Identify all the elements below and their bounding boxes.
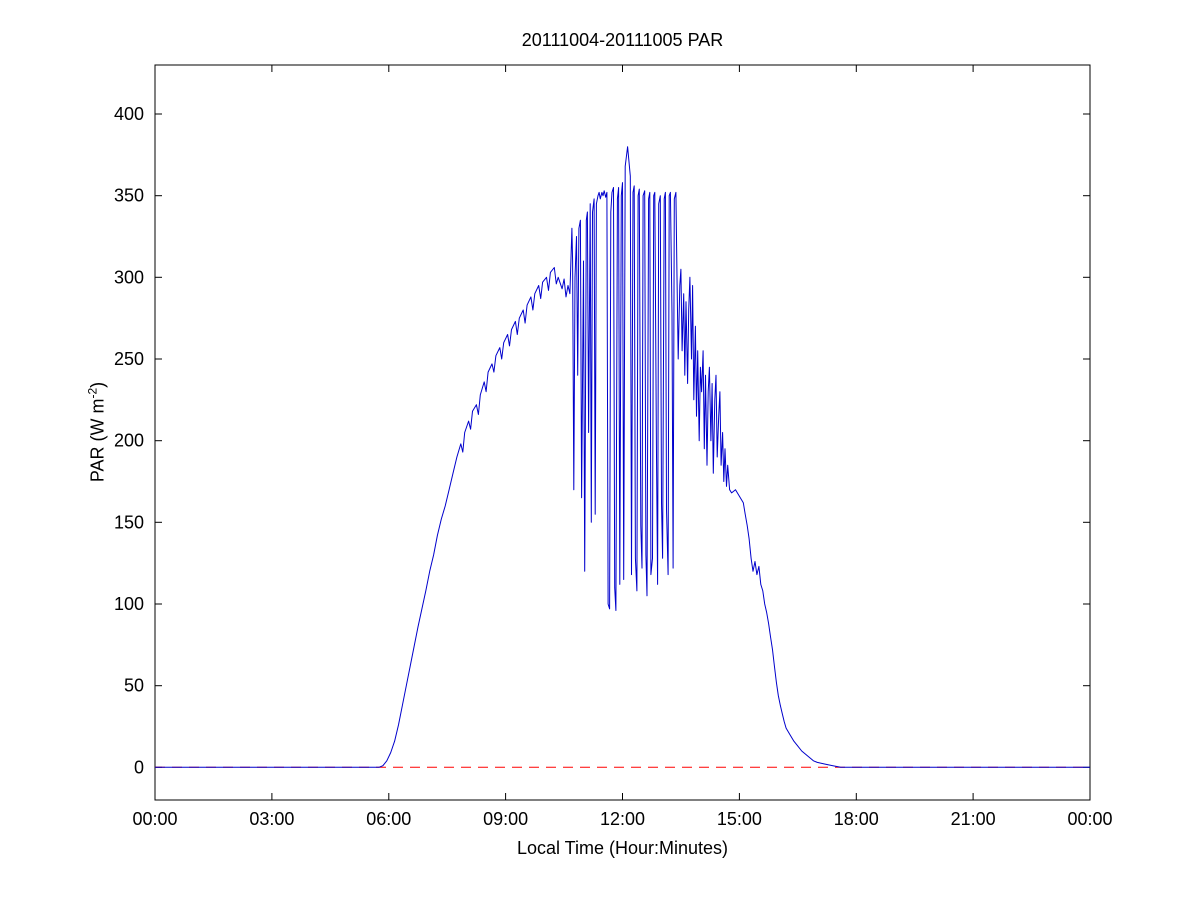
svg-text:00:00: 00:00: [1067, 809, 1112, 829]
svg-text:100: 100: [114, 594, 144, 614]
svg-text:50: 50: [124, 676, 144, 696]
svg-text:12:00: 12:00: [600, 809, 645, 829]
svg-text:400: 400: [114, 104, 144, 124]
svg-text:03:00: 03:00: [249, 809, 294, 829]
svg-text:150: 150: [114, 512, 144, 532]
svg-text:0: 0: [134, 757, 144, 777]
svg-text:00:00: 00:00: [132, 809, 177, 829]
y-axis-label-sup: -2: [85, 387, 100, 399]
y-axis-label-pre: PAR (W m: [87, 398, 108, 483]
svg-text:350: 350: [114, 186, 144, 206]
svg-text:300: 300: [114, 267, 144, 287]
svg-text:200: 200: [114, 431, 144, 451]
svg-text:06:00: 06:00: [366, 809, 411, 829]
svg-text:18:00: 18:00: [834, 809, 879, 829]
x-axis-label: Local Time (Hour:Minutes): [516, 838, 729, 858]
y-axis-label-post: ): [87, 381, 108, 388]
svg-text:15:00: 15:00: [717, 809, 762, 829]
y-axis-label: PAR (W m-2): [86, 382, 109, 482]
chart-title: 20111004-20111005 PAR: [521, 30, 724, 50]
svg-text:250: 250: [114, 349, 144, 369]
svg-text:09:00: 09:00: [483, 809, 528, 829]
svg-text:21:00: 21:00: [951, 809, 996, 829]
